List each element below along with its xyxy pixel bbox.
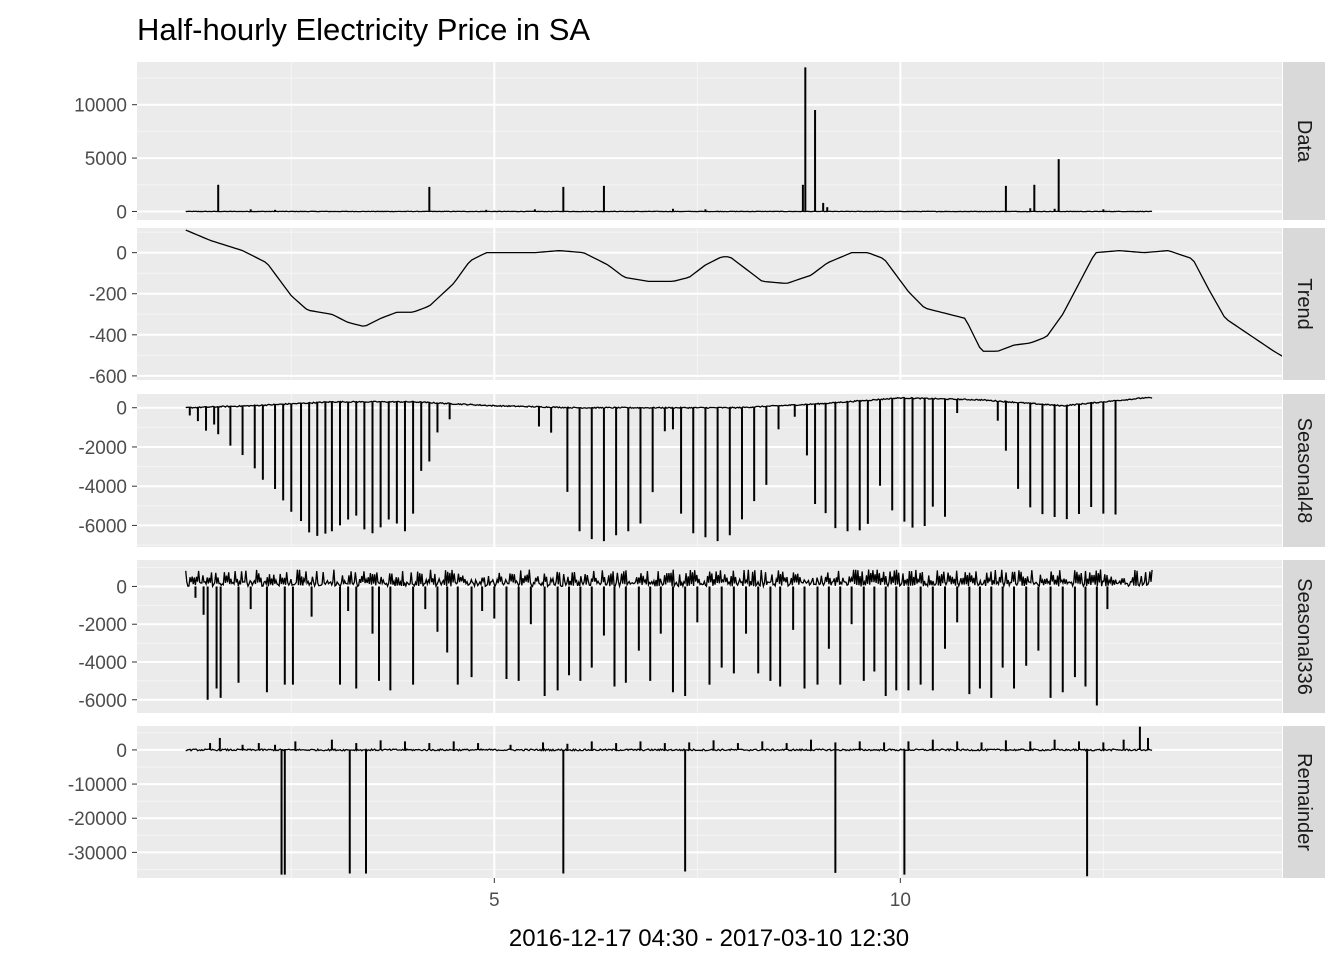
strip-background (1283, 228, 1325, 380)
series-remainder (185, 726, 1153, 877)
y-tick-label: -20000 (68, 809, 127, 830)
panel-background (137, 726, 1282, 878)
strip-label: Seasonal48 (1293, 418, 1315, 524)
y-tick-label: -30000 (68, 843, 127, 864)
panel-seasonal48: 0 -2000 -4000 -6000 Seasonal48 (78, 394, 1325, 547)
y-tick-label: -4000 (78, 653, 127, 674)
series-line (185, 396, 1153, 410)
y-tick-label: -6000 (78, 516, 127, 537)
series-seasonal48 (185, 396, 1153, 542)
series-seasonal336 (185, 569, 1153, 706)
y-tick-label: 0 (116, 202, 127, 223)
strip-label: Data (1293, 120, 1315, 163)
x-tick-label: 5 (489, 890, 500, 911)
panel-remainder: 0 -10000 -20000 -30000 Remainder (68, 726, 1325, 878)
y-tick-label: 10000 (74, 96, 127, 117)
x-axis: 5 10 (489, 878, 911, 911)
strip-background (1283, 62, 1325, 220)
y-tick-label: -200 (89, 285, 127, 306)
y-tick-label: -2000 (78, 615, 127, 636)
y-tick-label: -400 (89, 326, 127, 347)
series-trend (185, 229, 1282, 357)
y-tick-label: 5000 (85, 149, 127, 170)
chart-title: Half-hourly Electricity Price in SA (137, 12, 590, 47)
y-tick-label: -10000 (68, 775, 127, 796)
y-tick-label: 0 (116, 244, 127, 265)
series-line (185, 569, 1153, 589)
series-line (185, 747, 1153, 752)
panel-background (137, 62, 1282, 220)
panels: 10000 5000 0 Data 0 -200 -400 -600 Trend 0 -2000 -4… (68, 62, 1325, 878)
strip-background (1283, 726, 1325, 878)
y-tick-label: -6000 (78, 691, 127, 712)
x-tick-label: 10 (890, 890, 911, 911)
panel-seasonal336: 0 -2000 -4000 -6000 Seasonal336 (78, 560, 1325, 713)
series-line (185, 229, 1282, 357)
strip-label: Remainder (1293, 753, 1315, 851)
y-tick-label: -4000 (78, 477, 127, 498)
y-tick-label: -2000 (78, 438, 127, 459)
panel-trend: 0 -200 -400 -600 Trend (89, 228, 1325, 388)
y-tick-label: 0 (116, 577, 127, 598)
strip-background (1283, 394, 1325, 547)
panel-data: 10000 5000 0 Data (74, 62, 1325, 223)
strip-background (1283, 560, 1325, 713)
y-tick-label: -600 (89, 367, 127, 388)
strip-label: Trend (1293, 278, 1315, 330)
x-axis-label: 2016-12-17 04:30 - 2017-03-10 12:30 (509, 925, 909, 952)
y-tick-label: 0 (116, 399, 127, 420)
y-tick-label: 0 (116, 741, 127, 762)
series-data (185, 67, 1153, 213)
strip-label: Seasonal336 (1293, 578, 1315, 695)
